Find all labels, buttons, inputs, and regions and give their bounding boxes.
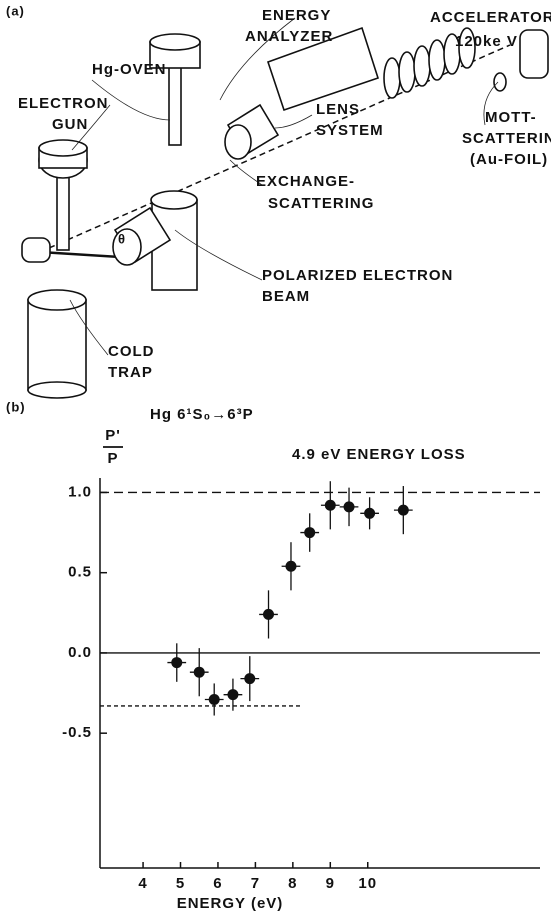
label: ANALYZER (245, 28, 333, 45)
label: GUN (52, 116, 88, 133)
label: ACCELERATOR (430, 9, 551, 26)
hg-oven-top (150, 34, 200, 50)
label: EXCHANGE- (256, 173, 355, 190)
panel-label: (b) (6, 399, 26, 414)
data-point (304, 527, 315, 538)
label: ENERGY (262, 7, 331, 24)
label: 120ke V (455, 33, 518, 50)
y-tick-label: -0.5 (62, 724, 92, 741)
data-point (364, 508, 375, 519)
x-tick-label: 4 (138, 875, 147, 892)
cylinder-top (151, 191, 197, 209)
cold-trap-bottom (28, 382, 86, 398)
data-point (263, 609, 274, 620)
data-point (209, 694, 220, 705)
data-point (244, 673, 255, 684)
y-label: P (107, 450, 118, 467)
foil (494, 73, 506, 91)
oven-top (39, 140, 87, 156)
x-tick-label: 9 (326, 875, 335, 892)
label: POLARIZED ELECTRON (262, 267, 453, 284)
y-tick-label: 0.5 (68, 564, 92, 581)
x-tick-label: 10 (358, 875, 377, 892)
label: SYSTEM (316, 122, 384, 139)
x-tick-label: 6 (213, 875, 222, 892)
data-point (344, 501, 355, 512)
panel-label: (a) (6, 3, 25, 18)
y-tick-label: 1.0 (68, 483, 92, 500)
label: TRAP (108, 364, 153, 381)
data-point (227, 689, 238, 700)
data-point (285, 561, 296, 572)
lens-face (225, 125, 251, 159)
y-tick-label: 0.0 (68, 644, 92, 661)
y-label: P' (105, 427, 121, 444)
label: (Au-FOIL) (470, 151, 548, 168)
chart-title: Hg 6¹S₀→6³P (150, 406, 254, 423)
annotation: 4.9 eV ENERGY LOSS (292, 446, 466, 463)
label: BEAM (262, 288, 310, 305)
data-point (171, 657, 182, 668)
label: SCATTERING (268, 195, 374, 212)
oven-stem (57, 175, 69, 250)
data-point (194, 667, 205, 678)
oven-stem (169, 65, 181, 145)
figure: θ (a) ENERGY ANALYZER ACCELERATOR 120ke … (0, 0, 551, 915)
x-label: ENERGY (eV) (177, 895, 284, 912)
x-tick-label: 8 (288, 875, 297, 892)
cold-trap-top (28, 290, 86, 310)
angle: θ (118, 231, 126, 246)
mott-detector (520, 30, 548, 78)
label: LENS (316, 101, 360, 118)
data-point (398, 505, 409, 516)
x-tick-label: 7 (251, 875, 260, 892)
electron-gun (22, 238, 50, 262)
label: MOTT- (485, 109, 537, 126)
x-tick-label: 5 (176, 875, 185, 892)
label: SCATTERING (462, 130, 551, 147)
label: ELECTRON (18, 95, 109, 112)
label: Hg-OVEN (92, 61, 167, 78)
data-point (325, 500, 336, 511)
label: COLD (108, 343, 155, 360)
